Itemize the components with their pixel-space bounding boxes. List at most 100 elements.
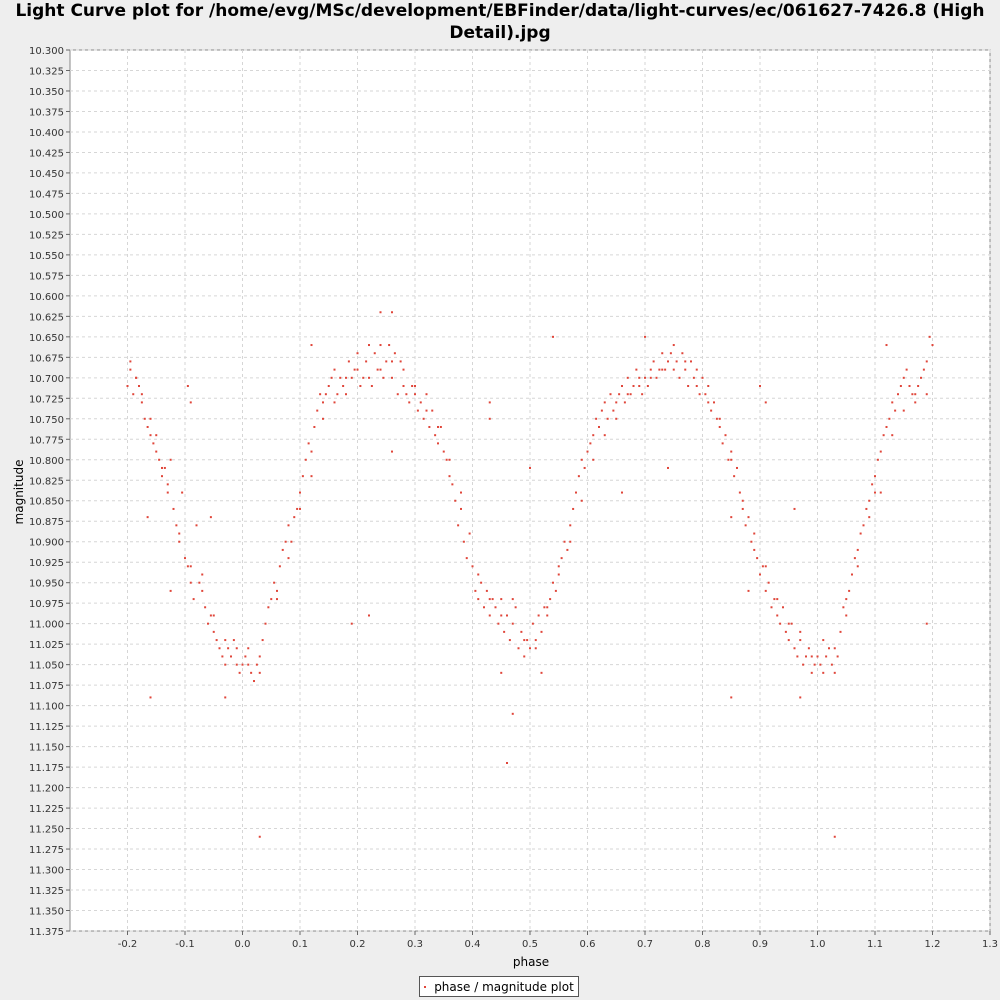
- data-point: [632, 385, 635, 388]
- data-point: [684, 368, 687, 371]
- data-point: [204, 606, 207, 609]
- data-point: [155, 434, 158, 437]
- data-point: [612, 409, 615, 412]
- data-point: [437, 442, 439, 445]
- data-points: [126, 311, 934, 838]
- data-point: [534, 647, 537, 650]
- data-point: [692, 376, 695, 379]
- data-point: [422, 417, 425, 420]
- y-tick-label: 11.200: [29, 784, 64, 795]
- data-point: [293, 516, 296, 519]
- data-point: [767, 581, 770, 584]
- data-point: [365, 360, 368, 363]
- data-point: [784, 630, 787, 633]
- data-point: [644, 376, 646, 379]
- data-point: [350, 622, 353, 625]
- y-tick-label: 10.775: [29, 435, 64, 446]
- x-tick-label: 0.3: [407, 939, 423, 950]
- data-point: [621, 385, 623, 388]
- data-point: [828, 647, 830, 650]
- data-point: [902, 376, 905, 379]
- data-point: [189, 401, 192, 404]
- data-point: [862, 524, 865, 527]
- data-point: [730, 696, 733, 699]
- data-point: [925, 622, 928, 625]
- data-point: [652, 360, 655, 363]
- data-point: [874, 475, 876, 478]
- x-tick-label: 0.1: [292, 939, 308, 950]
- data-point: [161, 475, 163, 478]
- data-point: [345, 393, 347, 396]
- legend: phase / magnitude plot: [419, 976, 579, 997]
- data-point: [227, 647, 230, 650]
- data-point: [695, 385, 698, 388]
- data-point: [710, 409, 713, 412]
- y-tick-label: 10.850: [29, 497, 64, 508]
- data-point: [483, 606, 485, 609]
- data-point: [658, 368, 661, 371]
- x-tick-label: 0.7: [637, 939, 653, 950]
- data-point: [802, 663, 805, 666]
- data-point: [491, 598, 494, 601]
- data-point: [649, 368, 652, 371]
- y-tick-label: 10.400: [29, 128, 64, 139]
- data-point: [169, 589, 172, 592]
- data-point: [500, 614, 503, 617]
- data-point: [908, 385, 911, 388]
- x-tick-label: 0.0: [235, 939, 251, 950]
- x-tick-label: -0.2: [118, 939, 138, 950]
- data-point: [635, 368, 638, 371]
- data-point: [273, 581, 276, 584]
- data-point: [462, 540, 465, 543]
- data-point: [299, 507, 301, 510]
- data-point: [695, 368, 698, 371]
- y-tick-label: 10.325: [29, 66, 64, 77]
- data-point: [580, 499, 583, 502]
- y-tick-label: 11.375: [29, 927, 64, 938]
- data-point: [414, 393, 416, 396]
- data-point: [618, 393, 621, 396]
- data-point: [876, 458, 879, 461]
- y-tick-label: 11.275: [29, 845, 64, 856]
- data-point: [247, 663, 250, 666]
- data-point: [813, 663, 816, 666]
- data-point: [738, 491, 741, 494]
- data-point: [733, 475, 736, 478]
- data-point: [753, 532, 756, 535]
- data-point: [379, 368, 382, 371]
- data-point: [669, 352, 672, 355]
- data-point: [494, 606, 497, 609]
- data-point: [391, 311, 393, 314]
- y-axis-label: magnitude: [12, 460, 26, 525]
- data-point: [888, 417, 891, 420]
- data-point: [258, 835, 261, 838]
- y-tick-label: 11.325: [29, 886, 64, 897]
- data-point: [244, 655, 247, 658]
- data-point: [281, 548, 284, 551]
- y-tick-label: 10.725: [29, 394, 64, 405]
- data-point: [741, 507, 744, 510]
- data-point: [664, 368, 667, 371]
- data-point: [807, 647, 810, 650]
- data-point: [810, 671, 813, 674]
- data-point: [899, 385, 902, 388]
- data-point: [255, 663, 258, 666]
- data-point: [287, 557, 290, 560]
- data-point: [816, 655, 819, 658]
- data-point: [931, 344, 934, 347]
- data-point: [678, 376, 681, 379]
- data-point: [796, 655, 799, 658]
- data-point: [569, 540, 572, 543]
- data-point: [172, 507, 175, 510]
- data-point: [592, 434, 595, 437]
- data-point: [764, 565, 767, 568]
- data-point: [500, 671, 503, 674]
- data-point: [416, 409, 419, 412]
- y-axis: 10.300 10.325 10.350 10.375 10.400 10.425 10.4…: [29, 46, 70, 938]
- data-point: [690, 360, 692, 363]
- y-tick-label: 10.950: [29, 579, 64, 590]
- y-tick-label: 10.625: [29, 312, 64, 323]
- data-point: [290, 540, 293, 543]
- data-point: [477, 573, 480, 576]
- data-point: [376, 368, 379, 371]
